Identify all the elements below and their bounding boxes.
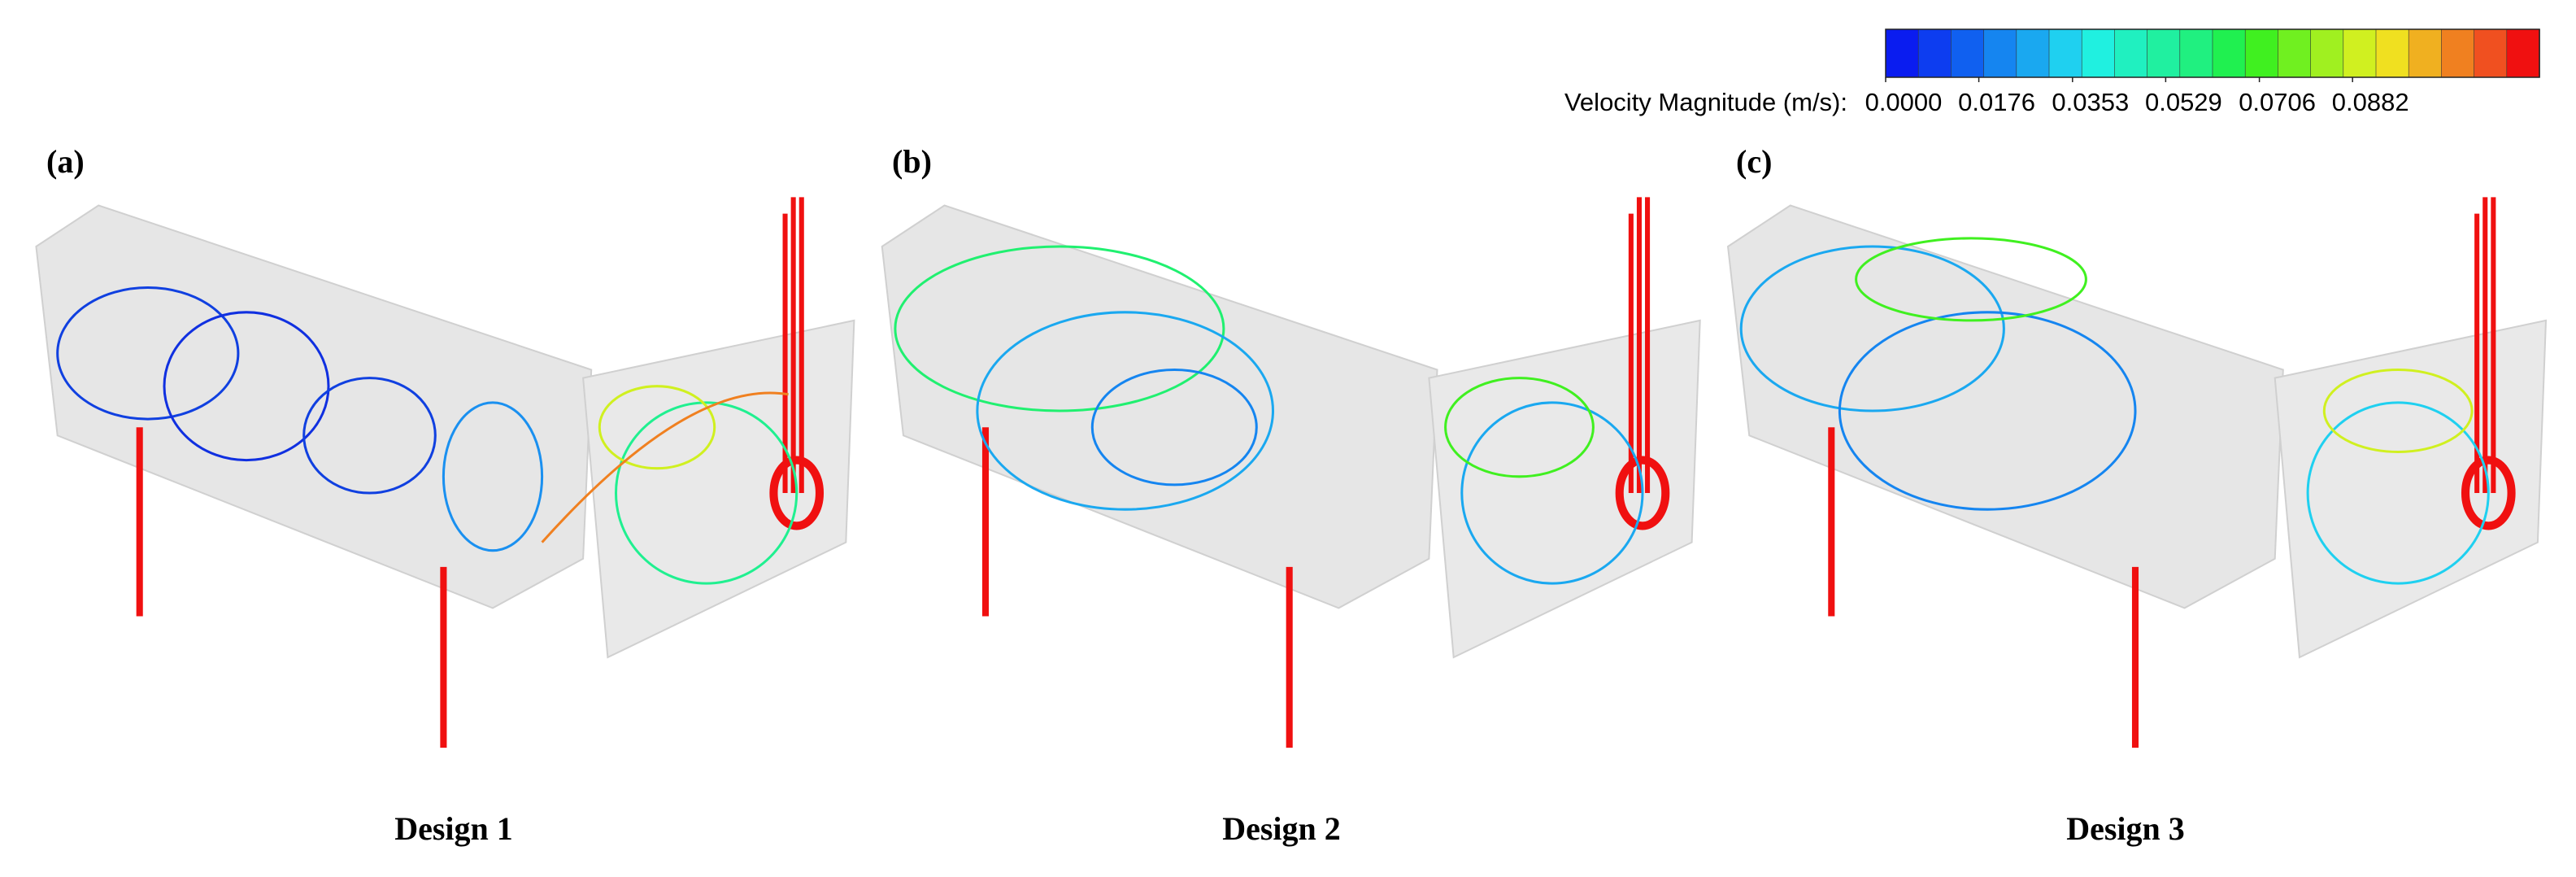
colorbar-segment [2081, 28, 2116, 78]
colorbar-segment [2474, 28, 2508, 78]
colorbar-segment [2343, 28, 2377, 78]
colorbar-segment [2179, 28, 2213, 78]
panel-caption: Design 3 [2066, 810, 2185, 847]
colorbar-segment [1885, 28, 1920, 78]
colorbar-segment [2016, 28, 2050, 78]
colorbar-tick-label: 0.0706 [2239, 88, 2316, 116]
colorbar-segment [2375, 28, 2410, 78]
colorbar-segment [2212, 28, 2247, 78]
colorbar-tick-label: 0.0882 [2332, 88, 2409, 116]
colorbar-segment [2441, 28, 2475, 78]
colorbar-segment [2114, 28, 2148, 78]
colorbar-segment [2278, 28, 2312, 78]
panel-caption: Design 1 [394, 810, 513, 847]
colorbar-segment [2310, 28, 2344, 78]
panel-b-image [882, 197, 1700, 748]
colorbar-tick-label: 0.0000 [1865, 88, 1943, 116]
panel-a-image [36, 197, 854, 748]
panel-label: (a) [46, 143, 85, 180]
colorbar-segment [1951, 28, 1985, 78]
panel-label: (c) [1736, 143, 1772, 180]
colorbar-title: Velocity Magnitude (m/s): [1564, 88, 1847, 116]
colorbar-tick-label: 0.0529 [2145, 88, 2222, 116]
panel-c-image [1728, 197, 2546, 748]
colorbar-segment [1917, 28, 1952, 78]
colorbar-segment [1983, 28, 2017, 78]
colorbar-tick-label: 0.0176 [1958, 88, 2035, 116]
colorbar-segment [2147, 28, 2181, 78]
colorbar-segment [2506, 28, 2540, 78]
colorbar-tick-label: 0.0353 [2052, 88, 2129, 116]
colorbar-frame [1885, 28, 2540, 78]
colorbar-segment [2244, 28, 2279, 78]
colorbar-segment [2048, 28, 2083, 78]
colorbar-segment [2408, 28, 2443, 78]
panel-label: (b) [892, 143, 932, 180]
panel-caption: Design 2 [1222, 810, 1341, 847]
